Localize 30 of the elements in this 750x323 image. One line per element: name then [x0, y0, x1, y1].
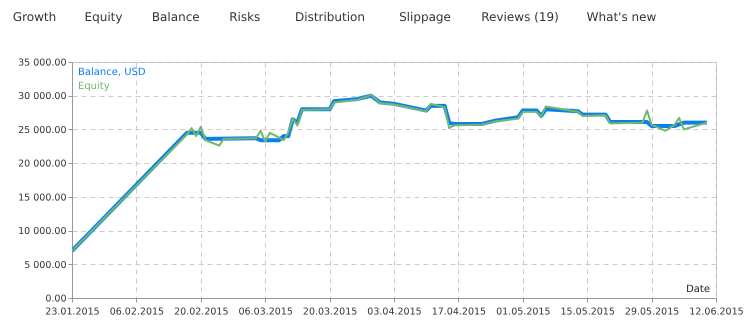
text: Balance [152, 10, 200, 24]
text: Distribution [294, 10, 366, 24]
text: Equity [84, 10, 122, 24]
y-tick-label: 30 000.00 [18, 91, 66, 102]
x-tick-label: 29.05.2015 [624, 306, 680, 318]
x-tick-label: 20.02.2015 [174, 306, 229, 318]
x-tick-label: 06.02.2015 [110, 306, 164, 318]
text: What's new [586, 10, 657, 24]
x-tick-label: 12.06.2015 [689, 306, 744, 318]
x-tick-label: 01.05.2015 [496, 306, 551, 318]
x-tick-label: 17.04.2015 [432, 306, 486, 318]
y-tick-label: 35 000.00 [18, 58, 66, 68]
y-tick-label: 25 000.00 [18, 124, 66, 136]
text: Growth [12, 10, 56, 24]
text: Risks [229, 10, 260, 24]
y-tick-label: 20 000.00 [18, 158, 66, 170]
x-axis-title: Date [686, 284, 710, 295]
text: Slippage [399, 10, 451, 24]
y-tick-label: 0.00 [45, 294, 66, 304]
y-tick-label: 15 000.00 [18, 192, 66, 204]
text: Balance, USD [78, 67, 146, 78]
x-tick-label: 06.03.2015 [238, 306, 293, 318]
x-tick-label: 20.03.2015 [302, 306, 358, 318]
y-tick-label: 10 000.00 [18, 226, 66, 238]
y-tick-label: 5 000.00 [24, 260, 66, 271]
text: Reviews (19) [481, 10, 559, 24]
x-tick-label: 23.01.2015 [45, 306, 100, 318]
text: Equity [78, 81, 110, 92]
x-tick-label: 15.05.2015 [560, 306, 615, 318]
x-tick-label: 03.04.2015 [367, 306, 422, 318]
